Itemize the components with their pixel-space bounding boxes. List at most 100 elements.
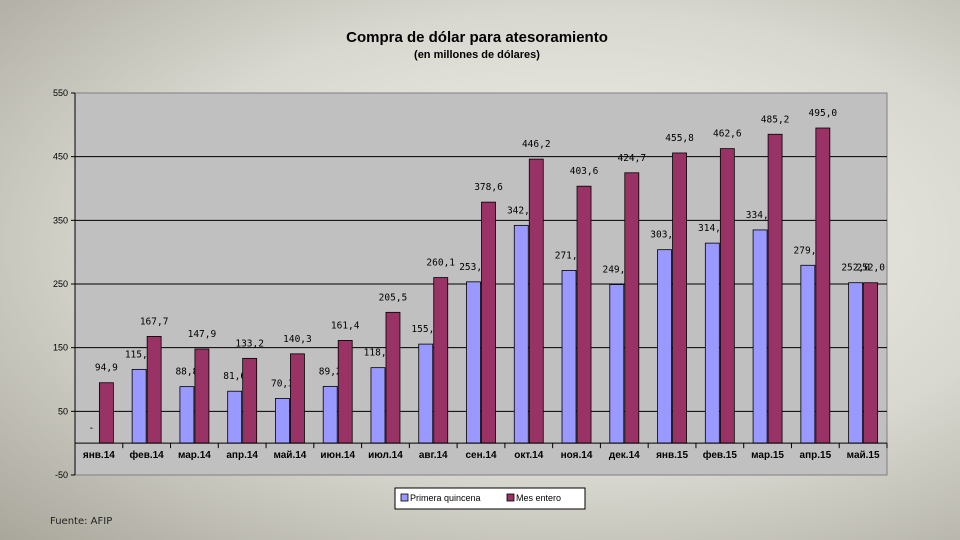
bar-mes-entero (242, 357, 258, 444)
bar-mes-entero (337, 340, 353, 444)
x-tick-label: янв.15 (656, 450, 688, 461)
x-tick-label: май.14 (273, 450, 306, 461)
bar-primera-quincena (848, 282, 864, 444)
bar-primera-quincena (513, 224, 529, 444)
data-label: 249,2 (602, 265, 631, 276)
bar-primera-quincena (227, 390, 243, 444)
data-label: 303,9 (650, 230, 679, 241)
x-tick-label: июн.14 (320, 450, 355, 461)
bar-primera-quincena (752, 229, 768, 444)
x-tick-label: окт.14 (514, 450, 543, 461)
x-tick-label: апр.15 (800, 450, 832, 461)
data-label: 334,9 (746, 210, 775, 221)
x-tick-label: май.15 (847, 450, 880, 461)
bar-mes-entero (194, 348, 210, 444)
data-label: 342,1 (507, 205, 536, 216)
bar-mes-entero (672, 152, 687, 444)
bar-primera-quincena (322, 385, 338, 444)
bar-mes-entero (290, 353, 305, 444)
data-label: 446,2 (522, 139, 551, 150)
bar-mes-entero (528, 158, 544, 444)
bar-mes-entero (767, 133, 783, 444)
bar-primera-quincena (131, 368, 147, 444)
bar-primera-quincena (179, 386, 195, 444)
bar-mes-entero (433, 277, 449, 444)
data-label: 485,2 (761, 114, 790, 125)
data-label: 314,2 (698, 223, 727, 234)
x-tick-label: янв.14 (83, 450, 115, 461)
data-label: 378,6 (474, 182, 503, 193)
data-label: 205,5 (379, 292, 408, 303)
bar-primera-quincena (609, 284, 625, 444)
bar-mes-entero (863, 282, 879, 444)
bar-mes-entero (146, 335, 162, 444)
data-label: 70,3 (271, 378, 294, 389)
bar-mes-entero (815, 127, 831, 444)
x-tick-label: авг.14 (419, 450, 448, 461)
data-label: 147,9 (188, 329, 217, 340)
x-tick-label: ноя.14 (561, 450, 593, 461)
bar-mes-entero (98, 382, 114, 444)
data-label: 260,1 (426, 258, 455, 269)
data-label: 252,0 (856, 263, 885, 274)
data-label: 81,6 (223, 371, 246, 382)
x-tick-label: сен.14 (465, 450, 497, 461)
data-label: - (89, 423, 95, 434)
bar-primera-quincena (657, 249, 672, 444)
x-tick-label: дек.14 (609, 450, 640, 461)
bar-mes-entero (385, 311, 401, 444)
y-axis: -50 50 150 250 350 450 550 (53, 88, 76, 480)
y-tick-label: 450 (53, 152, 68, 162)
bar-mes-entero (481, 201, 496, 444)
source-note: Fuente: AFIP (50, 516, 113, 527)
data-label: 253,4 (459, 262, 488, 273)
data-label: 424,7 (617, 153, 646, 164)
y-tick-label: 150 (53, 343, 68, 353)
legend-swatch-primera-quincena (400, 493, 409, 502)
data-label: 271,3 (555, 250, 584, 261)
legend-box (394, 487, 586, 510)
data-label: 89,2 (319, 366, 342, 377)
x-tick-label: мар.14 (178, 450, 211, 461)
data-label: 133,2 (235, 338, 264, 349)
data-label: 118,6 (364, 348, 393, 359)
y-tick-label: 50 (58, 406, 68, 416)
y-tick-label: 250 (53, 279, 68, 289)
data-label: 167,7 (140, 316, 169, 327)
x-tick-label: фев.15 (703, 449, 738, 461)
data-label: 140,3 (283, 334, 312, 345)
data-label: 403,6 (570, 166, 599, 177)
data-label: 94,9 (95, 363, 118, 374)
legend: Primera quincena Mes entero (394, 487, 586, 510)
data-label: 88,8 (175, 367, 198, 378)
x-tick-label: апр.14 (226, 450, 258, 461)
y-tick-label: -50 (55, 470, 68, 480)
bar-primera-quincena (370, 367, 386, 444)
bars: - 115,9 88,8 81,6 70,3 89,2 118,6 155,6 253,4 342… (89, 108, 885, 444)
y-tick-label: 550 (53, 88, 68, 98)
x-tick-label: мар.15 (751, 450, 784, 461)
legend-swatch-mes-entero (506, 493, 515, 502)
bar-primera-quincena (800, 264, 816, 444)
bar-primera-quincena (704, 242, 720, 444)
data-label: 115,9 (125, 349, 154, 360)
chart-title: Compra de dólar para atesoramiento (346, 29, 608, 46)
bar-primera-quincena (466, 281, 481, 444)
data-label: 155,6 (411, 324, 440, 335)
bar-mes-entero (719, 148, 735, 444)
bar-mes-entero (576, 185, 592, 444)
x-tick-label: июл.14 (368, 450, 403, 461)
data-label: 495,0 (809, 108, 838, 119)
legend-label-mes-entero: Mes entero (516, 493, 561, 503)
bar-primera-quincena (561, 270, 577, 444)
x-axis: янв.14 фев.14 мар.14 апр.14 май.14 июн.14 июл.… (74, 442, 888, 461)
data-label: 161,4 (331, 320, 360, 331)
bar-primera-quincena (418, 343, 434, 444)
gridlines (75, 156, 887, 412)
data-label: 455,8 (665, 133, 694, 144)
chart-subtitle: (en millones de dólares) (414, 49, 540, 61)
bar-primera-quincena (275, 398, 290, 444)
bar-mes-entero (624, 172, 640, 444)
data-label: 279,4 (794, 245, 823, 256)
